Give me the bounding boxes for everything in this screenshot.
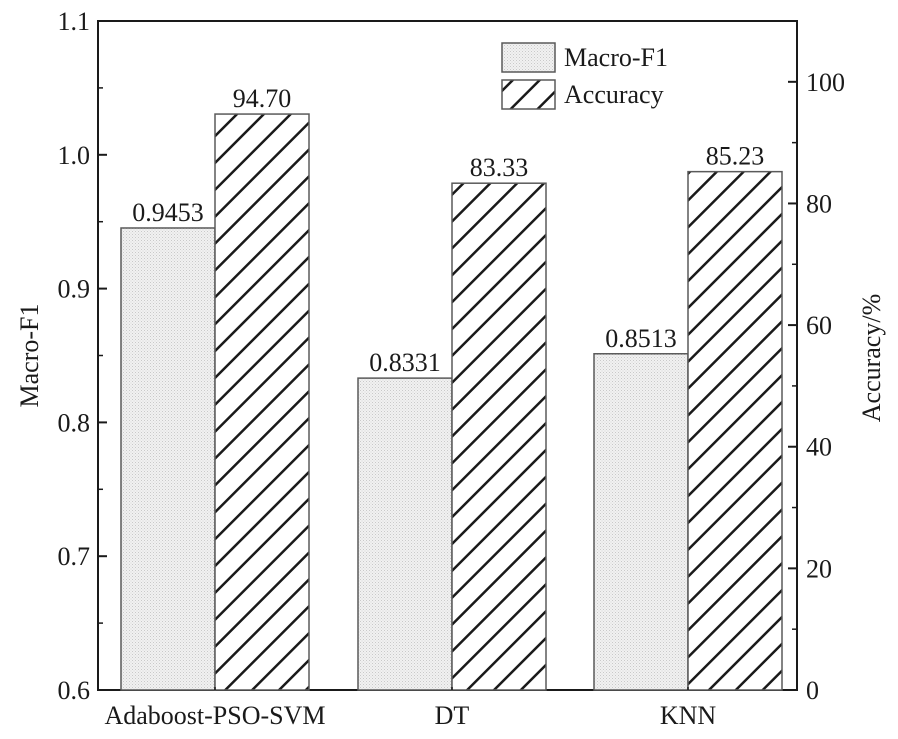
right-axis-title: Accuracy/%	[857, 294, 886, 422]
left-axis-title: Macro-F1	[15, 304, 44, 408]
left-tick-label-1-1: 1.1	[58, 7, 91, 36]
legend-label-accuracy: Accuracy	[564, 80, 664, 109]
right-tick-label-40: 40	[806, 433, 832, 462]
data-label-accuracy-adaboost-pso-svm: 94.70	[233, 84, 292, 113]
data-label-accuracy-knn: 85.23	[706, 142, 765, 171]
labels: 0.9453 0.8331 0.8513 94.70 83.33 85.23	[132, 84, 764, 377]
axes: 0.6 0.7 0.8 0.9 1.0 1.1 0 20 40 60 80 100 Adaboost-P…	[15, 7, 886, 730]
right-tick-label-80: 80	[806, 189, 832, 218]
x-tick-label-adaboost-pso-svm: Adaboost-PSO-SVM	[104, 701, 325, 730]
left-tick-label-0-8: 0.8	[58, 408, 91, 437]
left-tick-label-0-6: 0.6	[58, 676, 91, 705]
bar-accuracy-knn	[687, 170, 783, 691]
right-tick-label-0: 0	[806, 676, 819, 705]
legend-label-macro-f1: Macro-F1	[564, 43, 668, 72]
x-tick-label-dt: DT	[435, 701, 470, 730]
left-tick-label-0-9: 0.9	[58, 275, 91, 304]
legend-swatch-accuracy	[501, 79, 556, 110]
data-label-macro-f1-knn: 0.8513	[605, 324, 677, 353]
bars	[120, 113, 783, 691]
left-tick-label-1-0: 1.0	[58, 141, 91, 170]
bar-accuracy-dt	[451, 182, 547, 691]
left-tick-label-0-7: 0.7	[58, 542, 91, 571]
right-tick-label-60: 60	[806, 311, 832, 340]
right-tick-label-20: 20	[806, 554, 832, 583]
right-tick-label-100: 100	[806, 68, 845, 97]
data-label-macro-f1-dt: 0.8331	[369, 348, 441, 377]
bar-macro-f1-adaboost-pso-svm	[120, 227, 216, 691]
legend-swatch-macro-f1	[501, 42, 556, 73]
legend: Macro-F1 Accuracy	[501, 42, 668, 110]
data-label-accuracy-dt: 83.33	[470, 153, 529, 182]
bar-macro-f1-dt	[357, 377, 453, 691]
bar-macro-f1-knn	[593, 353, 689, 691]
data-label-macro-f1-adaboost-pso-svm: 0.9453	[132, 198, 204, 227]
bar-accuracy-adaboost-pso-svm	[214, 113, 310, 691]
x-tick-label-knn: KNN	[660, 701, 717, 730]
